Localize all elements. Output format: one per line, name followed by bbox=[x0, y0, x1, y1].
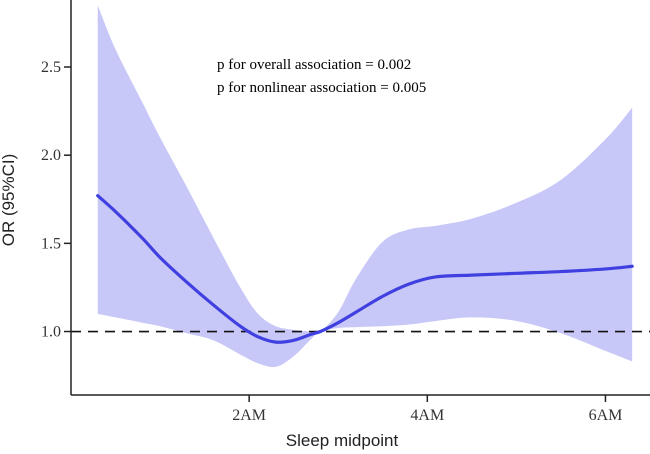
annotation-overall: p for overall association = 0.002 bbox=[217, 57, 411, 73]
y-tick-label: 1.5 bbox=[41, 235, 61, 252]
y-tick-label: 2.0 bbox=[41, 147, 61, 164]
x-axis-title: Sleep midpoint bbox=[286, 431, 399, 450]
x-tick-label: 4AM bbox=[410, 407, 444, 424]
x-tick-label: 6AM bbox=[589, 407, 623, 424]
x-tick-label: 2AM bbox=[232, 407, 266, 424]
ticks-layer: 2AM 4AM 6AM 1.0 1.5 2.0 2.5 bbox=[41, 59, 622, 424]
confidence-band bbox=[97, 5, 633, 368]
y-tick-label: 1.0 bbox=[41, 324, 61, 341]
axes-layer bbox=[70, 0, 650, 396]
or-curve-0 bbox=[96, 194, 634, 344]
confidence-band-layer bbox=[97, 5, 633, 368]
y-axis-title: OR (95%CI) bbox=[0, 154, 18, 247]
annotation-nonlinear: p for nonlinear association = 0.005 bbox=[217, 80, 426, 96]
y-tick-label: 2.5 bbox=[41, 59, 61, 76]
or-line-layer bbox=[96, 194, 634, 344]
